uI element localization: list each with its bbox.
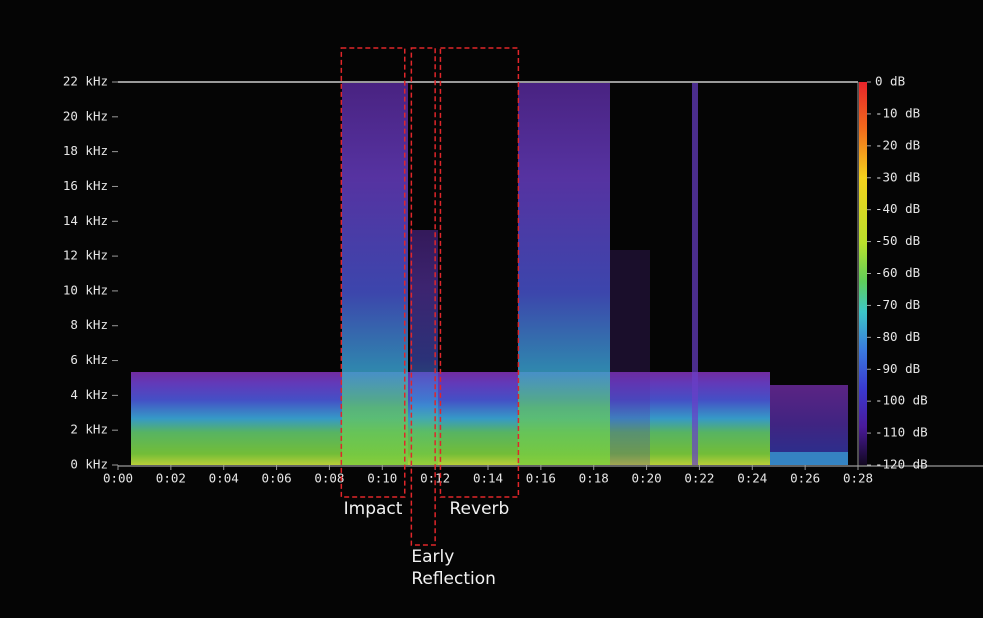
x-tick-label: 0:08 bbox=[314, 471, 344, 486]
x-tick-label: 0:28 bbox=[843, 471, 873, 486]
annotation-label: Reverb bbox=[450, 499, 510, 519]
y-tick-label: 22 kHz bbox=[63, 74, 108, 89]
x-tick-label: 0:10 bbox=[367, 471, 397, 486]
x-tick-label: 0:20 bbox=[632, 471, 662, 486]
x-tick-label: 0:02 bbox=[156, 471, 186, 486]
annotation-label: Early bbox=[411, 547, 454, 567]
colorbar-tick-label: -120 dB bbox=[875, 457, 928, 472]
colorbar-tick-label: -60 dB bbox=[875, 265, 920, 280]
y-tick-label: 4 kHz bbox=[70, 387, 108, 402]
x-tick-label: 0:18 bbox=[579, 471, 609, 486]
x-tick-label: 0:24 bbox=[737, 471, 767, 486]
colorbar-tick-label: -110 dB bbox=[875, 425, 928, 440]
colorbar-tick-label: -80 dB bbox=[875, 329, 920, 344]
colorbar-tick-label: -70 dB bbox=[875, 297, 920, 312]
y-tick-label: 0 kHz bbox=[70, 457, 108, 472]
colorbar-tick-label: -30 dB bbox=[875, 169, 920, 184]
x-tick-label: 0:12 bbox=[420, 471, 450, 486]
x-tick-label: 0:04 bbox=[209, 471, 239, 486]
reflection-burst bbox=[410, 230, 438, 465]
burst-tail bbox=[610, 250, 650, 465]
x-tick-label: 0:00 bbox=[103, 471, 133, 486]
colorbar-tick-label: -90 dB bbox=[875, 361, 920, 376]
y-tick-label: 10 kHz bbox=[63, 282, 108, 297]
y-tick-label: 16 kHz bbox=[63, 178, 108, 193]
x-tick-label: 0:16 bbox=[526, 471, 556, 486]
overlay: 0 kHz 2 kHz 4 kHz 6 kHz 8 kHz 10 kHz 12 kHz 14 … bbox=[63, 47, 928, 589]
tail-low bbox=[770, 452, 848, 465]
x-tick-label: 0:22 bbox=[684, 471, 714, 486]
click-line bbox=[692, 82, 698, 465]
x-tick-label: 0:14 bbox=[473, 471, 503, 486]
y-tick-label: 6 kHz bbox=[70, 352, 108, 367]
annotation-box bbox=[340, 47, 406, 498]
base-band bbox=[131, 372, 770, 465]
spectrogram-image bbox=[131, 82, 848, 465]
y-tick-label: 12 kHz bbox=[63, 248, 108, 263]
y-tick-label: 20 kHz bbox=[63, 108, 108, 123]
colorbar bbox=[859, 82, 867, 465]
annotation-box bbox=[410, 47, 436, 546]
colorbar-tick-label: -100 dB bbox=[875, 393, 928, 408]
y-tick-label: 14 kHz bbox=[63, 213, 108, 228]
impact-burst bbox=[342, 82, 408, 465]
y-tick-label: 2 kHz bbox=[70, 422, 108, 437]
colorbar-tick-label: -50 dB bbox=[875, 233, 920, 248]
x-tick-label: 0:26 bbox=[790, 471, 820, 486]
colorbar-tick-label: -20 dB bbox=[875, 137, 920, 152]
colorbar-tick-label: -10 dB bbox=[875, 105, 920, 120]
x-tick-label: 0:06 bbox=[262, 471, 292, 486]
bottom-edge bbox=[0, 618, 983, 622]
colorbar-tick-label: -40 dB bbox=[875, 201, 920, 216]
annotation-label: Reflection bbox=[411, 569, 496, 589]
tail-region bbox=[770, 385, 848, 465]
colorbar-tick-label: 0 dB bbox=[875, 74, 905, 89]
annotation-label: Impact bbox=[344, 499, 403, 519]
y-tick-label: 18 kHz bbox=[63, 143, 108, 158]
second-burst bbox=[518, 82, 610, 465]
y-tick-label: 8 kHz bbox=[70, 317, 108, 332]
